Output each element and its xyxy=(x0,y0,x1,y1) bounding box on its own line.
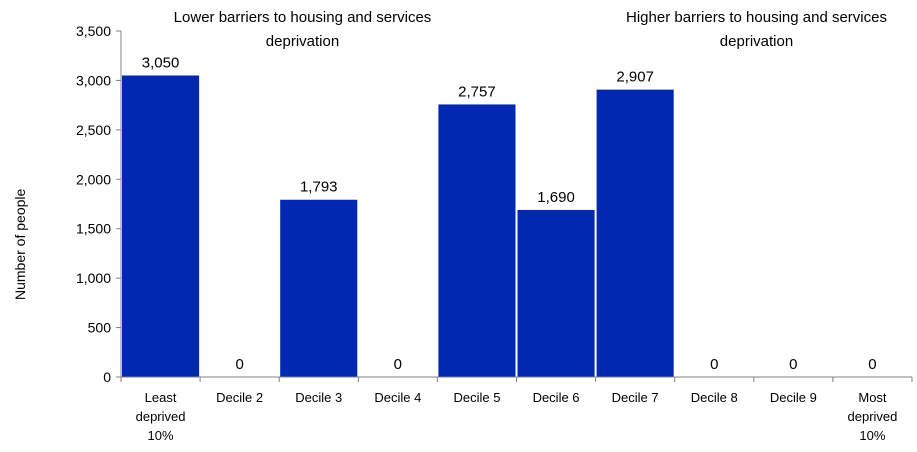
value-label-5: 2,757 xyxy=(458,83,496,100)
y-tick-label-2: 500 xyxy=(88,320,112,336)
bar-6 xyxy=(517,209,595,377)
category-label-8: Decile 8 xyxy=(691,390,738,405)
value-label-9: 0 xyxy=(789,356,797,373)
bar-7 xyxy=(596,89,674,377)
y-tick-label-5: 2,000 xyxy=(76,171,111,187)
right-annotation-line-1: Higher barriers to housing and services xyxy=(626,9,887,26)
value-label-3: 1,793 xyxy=(300,179,338,196)
value-label-10: 0 xyxy=(868,356,876,373)
y-tick-label-1: 0 xyxy=(103,369,111,385)
bar-1 xyxy=(122,75,200,377)
category-label-2: Decile 2 xyxy=(216,390,263,405)
y-axis-label: Number of people xyxy=(12,188,28,300)
category-label-5: Decile 5 xyxy=(453,390,500,405)
right-annotation: Higher barriers to housing and services … xyxy=(584,6,917,54)
category-label-7: Decile 7 xyxy=(612,390,659,405)
category-label-1: Least deprived 10% xyxy=(136,390,186,443)
y-tick-label-3: 1,000 xyxy=(76,270,111,286)
category-label-10: Most deprived 10% xyxy=(848,390,898,443)
value-label-8: 0 xyxy=(710,356,718,373)
value-label-6: 1,690 xyxy=(537,189,575,206)
right-annotation-line-2: deprivation xyxy=(719,33,794,50)
value-label-7: 2,907 xyxy=(616,69,654,86)
bar-3 xyxy=(280,199,358,377)
left-annotation-line-1: Lower barriers to housing and services xyxy=(173,9,432,26)
value-label-4: 0 xyxy=(394,356,402,373)
y-tick-label-7: 3,000 xyxy=(76,72,111,88)
y-tick-label-8: 3,500 xyxy=(76,23,111,39)
category-label-6: Decile 6 xyxy=(533,390,580,405)
value-label-1: 3,050 xyxy=(142,54,180,71)
y-tick-label-6: 2,500 xyxy=(76,122,111,138)
category-label-4: Decile 4 xyxy=(374,390,421,405)
value-label-2: 0 xyxy=(235,356,243,373)
category-label-3: Decile 3 xyxy=(295,390,342,405)
y-tick-label-4: 1,500 xyxy=(76,221,111,237)
left-annotation: Lower barriers to housing and services d… xyxy=(130,6,475,54)
left-annotation-line-2: deprivation xyxy=(265,33,340,50)
bar-5 xyxy=(438,104,516,377)
category-label-9: Decile 9 xyxy=(770,390,817,405)
